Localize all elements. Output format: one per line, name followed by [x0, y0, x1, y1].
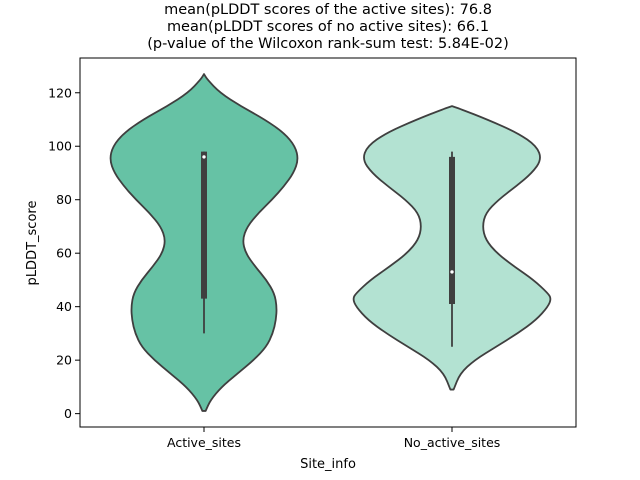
x-tick-label: Active_sites [167, 435, 241, 450]
violin-median-0 [202, 155, 206, 159]
x-axis-label: Site_info [300, 457, 356, 472]
title-line-3: (p-value of the Wilcoxon rank-sum test: … [147, 36, 508, 52]
y-axis-label: pLDDT_score [25, 201, 40, 286]
y-tick-label: 20 [56, 353, 72, 368]
y-axis: 0 20 40 60 80 100 120 [48, 85, 80, 421]
y-tick-label: 60 [56, 246, 72, 261]
x-tick-label: No_active_sites [404, 435, 501, 450]
y-tick-label: 100 [48, 139, 72, 154]
title-line-2: mean(pLDDT scores of no active sites): 6… [167, 19, 489, 35]
x-axis: Active_sites No_active_sites [167, 427, 500, 450]
violins [109, 73, 552, 412]
y-tick-label: 0 [64, 406, 72, 421]
axes-frame [79, 57, 577, 428]
y-tick-label: 40 [56, 299, 72, 314]
violin-median-1 [450, 270, 454, 274]
chart-title: mean(pLDDT scores of the active sites): … [147, 2, 508, 52]
title-line-1: mean(pLDDT scores of the active sites): … [164, 2, 492, 18]
y-tick-label: 80 [56, 192, 72, 207]
y-tick-label: 120 [48, 85, 72, 100]
